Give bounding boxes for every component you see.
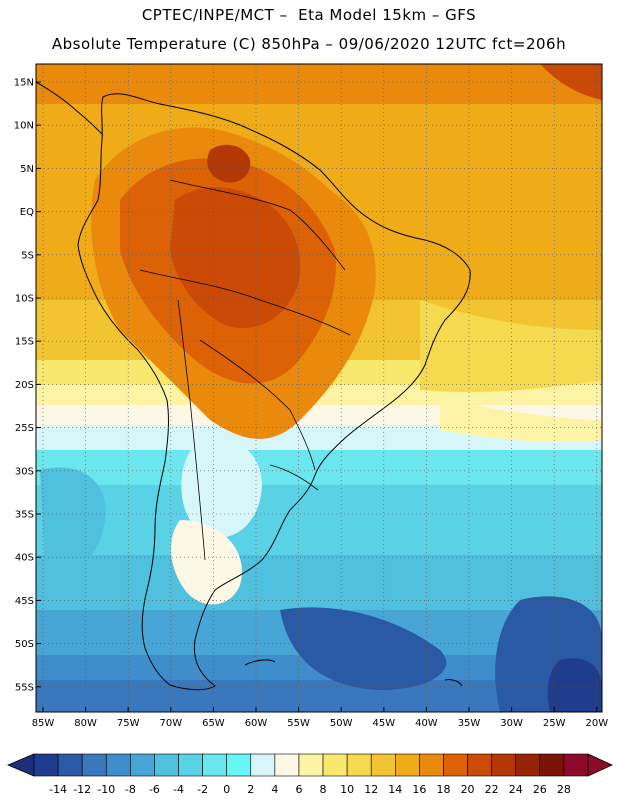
longitude-axis: 85W 80W 75W 70W 65W 60W 55W 50W 45W 40W 35W 30W 25W 2… xyxy=(32,707,608,729)
colorbar-swatch xyxy=(250,753,276,777)
colorbar-label: 8 xyxy=(320,783,327,796)
lat-tick-label: 55S xyxy=(15,682,34,693)
lon-tick-label: 25W xyxy=(543,718,566,729)
map-frame xyxy=(35,63,603,713)
lat-tick-label: 15S xyxy=(15,337,34,348)
colorbar-swatch xyxy=(443,753,468,777)
colorbar-label: 22 xyxy=(485,783,499,796)
colorbar-label: -2 xyxy=(197,783,208,796)
colorbar-label: 2 xyxy=(247,783,254,796)
colorbar-label: 20 xyxy=(461,783,475,796)
lon-tick-label: 40W xyxy=(415,718,438,729)
colorbar-label: -6 xyxy=(149,783,160,796)
lat-tick-label: 40S xyxy=(15,553,34,564)
lon-tick-label: 35W xyxy=(458,718,481,729)
colorbar-label: 24 xyxy=(509,783,523,796)
lat-tick-label: 5N xyxy=(20,164,34,175)
temperature-field xyxy=(36,64,602,712)
colorbar-swatch xyxy=(226,753,252,777)
colorbar-label: -14 xyxy=(49,783,67,796)
lat-tick-label: 10N xyxy=(14,121,34,132)
lon-tick-label: 45W xyxy=(372,718,395,729)
lon-tick-label: 55W xyxy=(287,718,310,729)
colorbar-swatch xyxy=(395,753,420,777)
colorbar-swatch xyxy=(515,753,541,777)
colorbar-swatch xyxy=(419,753,444,777)
colorbar-swatch xyxy=(202,753,227,777)
lon-tick-label: 70W xyxy=(159,718,182,729)
lat-tick-label: 50S xyxy=(15,639,34,650)
colorbar-swatch xyxy=(370,753,396,777)
lat-tick-label: 30S xyxy=(15,466,34,477)
colorbar-label: 0 xyxy=(223,783,230,796)
colorbar-label: 14 xyxy=(388,783,402,796)
colorbar-swatch xyxy=(274,753,300,777)
lat-tick-label: 15N xyxy=(14,78,34,89)
lat-tick-label: 10S xyxy=(15,294,34,305)
lat-tick-label: 20S xyxy=(15,380,34,391)
colorbar-label: 12 xyxy=(364,783,378,796)
lon-tick-label: 30W xyxy=(500,718,523,729)
colorbar-label: 10 xyxy=(340,783,354,796)
map-title-line1: CPTEC/INPE/MCT – Eta Model 15km – GFS xyxy=(141,6,477,24)
colorbar-label: -4 xyxy=(173,783,184,796)
map-title-line2: Absolute Temperature (C) 850hPa – 09/06/… xyxy=(51,35,567,53)
colorbar-swatch xyxy=(33,753,59,777)
colorbar-label: 18 xyxy=(436,783,450,796)
temperature-colorbar: -14 -12 -10 -8 -6 -4 -2 0 2 4 6 8 10 12 14 16 18 20 22 24 26… xyxy=(6,753,613,796)
lon-tick-label: 20W xyxy=(585,718,608,729)
lat-tick-label: EQ xyxy=(20,207,34,218)
lon-tick-label: 80W xyxy=(74,718,97,729)
colorbar-label: 26 xyxy=(533,783,547,796)
colorbar-swatch xyxy=(130,753,155,777)
colorbar-swatch xyxy=(105,753,131,777)
colorbar-swatch xyxy=(154,753,179,777)
lon-tick-label: 75W xyxy=(117,718,140,729)
colorbar-label: -12 xyxy=(73,783,91,796)
colorbar-swatch xyxy=(57,753,83,777)
colorbar-label: -8 xyxy=(125,783,136,796)
colorbar-label: -10 xyxy=(97,783,115,796)
colorbar-swatch xyxy=(539,753,565,777)
colorbar-label: 4 xyxy=(271,783,278,796)
colorbar-label: 16 xyxy=(412,783,426,796)
colorbar-swatch xyxy=(298,753,324,777)
colorbar-swatch xyxy=(178,753,203,777)
colorbar-swatch xyxy=(491,753,517,777)
colorbar-label: 6 xyxy=(295,783,302,796)
colorbar-swatch xyxy=(467,753,492,777)
lat-tick-label: 35S xyxy=(15,510,34,521)
colorbar-swatch xyxy=(81,753,107,777)
lon-tick-label: 60W xyxy=(245,718,268,729)
lat-tick-label: 5S xyxy=(21,250,34,261)
lon-tick-label: 65W xyxy=(202,718,225,729)
lat-tick-label: 45S xyxy=(15,596,34,607)
latitude-axis: 15N 10N 5N EQ 5S 10S 15S 20S 25S 30S 35S 40S 45S 50S 5… xyxy=(14,78,41,693)
colorbar-over-arrow xyxy=(587,753,613,777)
map-graticule xyxy=(36,64,602,712)
colorbar-swatch xyxy=(346,753,372,777)
colorbar-swatch xyxy=(322,753,348,777)
colorbar-swatch xyxy=(563,753,589,777)
colorbar-under-arrow xyxy=(6,753,35,777)
lon-tick-label: 50W xyxy=(330,718,353,729)
lon-tick-label: 85W xyxy=(32,718,55,729)
colorbar-label: 28 xyxy=(557,783,571,796)
lat-tick-label: 25S xyxy=(15,423,34,434)
